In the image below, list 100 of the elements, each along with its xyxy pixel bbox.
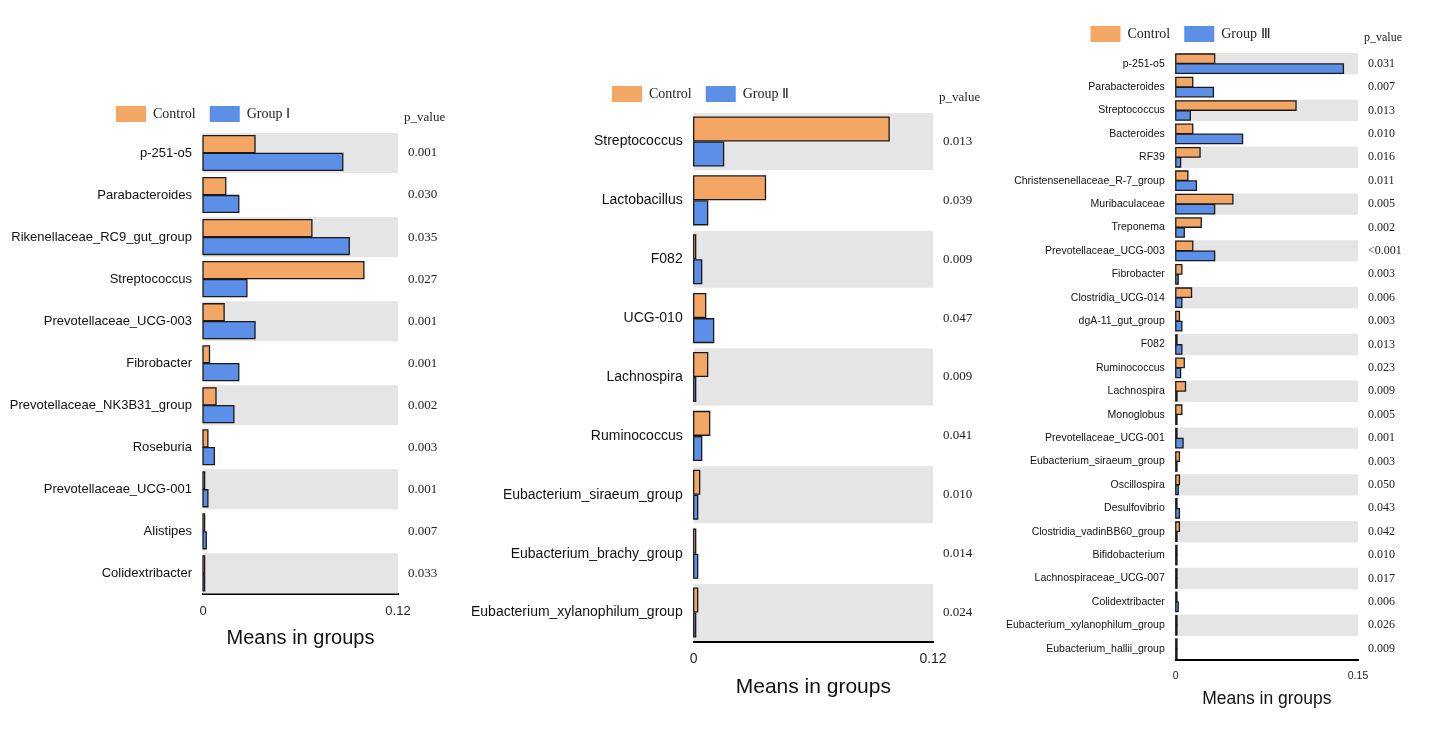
y-tick-label: Eubacterium_xylanophilum_group [470,603,683,620]
y-tick-label: Clostridia_UCG-014 [1070,290,1165,303]
text: 0.003 [1368,453,1395,468]
legend-label: Group Ⅲ [1221,25,1271,41]
text: 0.013 [943,132,973,148]
text: 0.033 [408,564,438,580]
text: 0.027 [408,270,438,286]
text: 0.011 [1368,172,1395,187]
y-tick-label: Prevotellaceae_UCG-003 [1045,243,1165,256]
legend-label: Group Ⅱ [742,85,790,101]
text: 0.031 [1368,55,1395,70]
text: <0.001 [1368,243,1402,258]
text: 0.013 [1368,102,1395,117]
text: 0.005 [1368,196,1395,211]
y-tick-label: Bacteroides [1109,126,1165,139]
text: 0.009 [1368,640,1395,655]
text: 0.024 [943,603,973,619]
x-tick-label: 0.12 [919,650,947,667]
text: 0.009 [1368,383,1395,398]
y-tick-label: Prevotellaceae_NK3B31_group [9,396,192,412]
y-tick-label: Monoglobus [1107,407,1165,420]
y-tick-label: Christensenellaceae_R-7_group [1014,173,1165,186]
text: 0.013 [1368,336,1395,351]
text: 0.002 [1368,219,1395,234]
y-tick-label: Eubacterium_hallii_group [1046,641,1165,654]
y-tick-label: Parabacteroides [97,186,193,202]
y-tick-label: Desulfovibrio [1104,501,1165,514]
x-axis-title: Means in groups [1202,688,1332,709]
text: 0.017 [1368,570,1395,585]
legend-label: Control [1127,25,1171,41]
text: 0.010 [1368,547,1395,562]
x-tick-label: 0 [199,602,207,618]
text: 0.041 [943,427,973,443]
text: 0.006 [1368,289,1395,304]
legend-label: Group Ⅰ [246,105,291,121]
y-tick-label: Ruminococcus [1095,360,1165,373]
text: 0.001 [408,312,438,328]
text: 0.039 [943,191,973,207]
text: 0.006 [1368,594,1395,609]
text: 0.023 [1368,360,1395,375]
y-tick-label: Roseburia [132,438,193,454]
text: 0.035 [408,228,438,244]
text: 0.010 [943,486,973,502]
y-tick-label: Lachnospiraceae_UCG-007 [1034,571,1165,584]
y-tick-label: RF39 [1139,150,1165,163]
text: 0.043 [1368,500,1395,515]
text: p_value [404,109,446,125]
text: 0.026 [1368,617,1395,632]
text: 0.003 [1368,266,1395,281]
text: 0.003 [1368,313,1395,328]
x-tick-label: 0 [689,650,698,667]
text: 0.030 [408,186,438,202]
y-tick-label: Streptococcus [109,270,193,286]
text: 0.001 [408,144,438,160]
y-tick-label: Parabacteroides [1088,79,1165,92]
text: 0.002 [408,396,438,412]
y-tick-label: Prevotellaceae_UCG-001 [43,480,192,496]
y-tick-label: Ruminococcus [590,426,683,443]
y-tick-label: Eubacterium_xylanophilum_group [1006,618,1165,631]
y-tick-label: Colidextribacter [1091,594,1166,607]
text: 0.010 [1368,126,1395,141]
y-tick-label: Clostridia_vadinBB60_group [1031,524,1165,537]
y-tick-label: F082 [650,250,683,267]
x-axis-title: Means in groups [735,674,891,698]
y-tick-label: Treponema [1111,220,1165,233]
legend-label: Control [152,105,196,121]
x-tick-label: 0.15 [1347,668,1369,681]
y-tick-label: Muribaculaceae [1090,196,1165,209]
y-tick-label: Streptococcus [1098,103,1165,116]
y-tick-label: Fibrobacter [1111,267,1166,280]
text: 0.047 [943,309,973,325]
y-tick-label: Fibrobacter [126,354,193,370]
x-tick-label: 0 [1172,668,1179,681]
y-tick-label: p-251-o5 [139,144,192,160]
y-tick-label: Lachnospira [1107,384,1165,397]
y-tick-label: Bifidobacterium [1092,547,1166,560]
y-tick-label: Streptococcus [593,132,683,149]
text: 0.005 [1368,406,1395,421]
text: 0.016 [1368,149,1395,164]
y-tick-label: Lactobacillus [601,191,683,208]
x-axis-title: Means in groups [226,625,375,648]
y-tick-label: Oscillospira [1110,477,1165,490]
y-tick-label: Colidextribacter [101,564,193,580]
y-tick-label: p-251-o5 [1122,56,1165,69]
text: 0.001 [1368,430,1395,445]
y-tick-label: Rikenellaceae_RC9_gut_group [11,228,192,244]
y-tick-label: UCG-010 [623,308,683,325]
text: 0.007 [408,522,438,538]
y-tick-label: Lachnospira [606,367,683,384]
text: p_value [939,89,981,105]
y-tick-label: Alistipes [143,522,193,538]
text: 0.007 [1368,79,1395,94]
text: 0.014 [943,545,973,561]
y-tick-label: Eubacterium_siraeum_group [1029,454,1165,467]
y-tick-label: Prevotellaceae_UCG-001 [1045,430,1165,443]
text: 0.009 [943,368,973,384]
text: 0.003 [408,438,438,454]
y-tick-label: Eubacterium_siraeum_group [502,485,683,502]
y-tick-label: Prevotellaceae_UCG-003 [43,312,192,328]
legend-label: Control [648,85,692,101]
